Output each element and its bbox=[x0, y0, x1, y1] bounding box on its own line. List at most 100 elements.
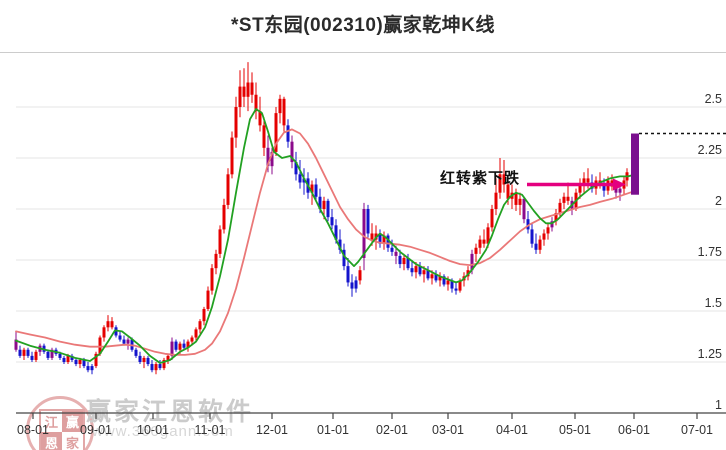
stamp-char: 江 bbox=[44, 415, 58, 430]
candle-body bbox=[142, 357, 146, 362]
candle-body bbox=[138, 355, 142, 362]
candle-body bbox=[294, 162, 298, 175]
candle-body bbox=[246, 82, 250, 97]
candle-body bbox=[322, 200, 326, 209]
candle-body bbox=[302, 178, 306, 183]
candle-body bbox=[18, 349, 22, 356]
candle-body bbox=[362, 209, 366, 258]
candle-body bbox=[366, 209, 370, 234]
candle-body bbox=[146, 357, 150, 365]
x-axis-label: 09-01 bbox=[80, 423, 112, 437]
candle-body bbox=[446, 280, 450, 285]
candle-body bbox=[226, 174, 230, 205]
candle-body bbox=[22, 349, 26, 356]
candle-body bbox=[390, 247, 394, 252]
candle-body bbox=[230, 137, 234, 175]
candle-body bbox=[86, 366, 90, 371]
candle-body bbox=[458, 280, 462, 291]
candle-body bbox=[370, 233, 374, 240]
x-axis-label: 06-01 bbox=[618, 423, 650, 437]
candles-layer bbox=[14, 62, 629, 375]
candle-body bbox=[26, 349, 30, 356]
candle-body bbox=[134, 349, 138, 356]
gridlines-layer bbox=[16, 106, 726, 363]
x-axis-label: 01-01 bbox=[317, 423, 349, 437]
candle-body bbox=[318, 196, 322, 209]
x-axis-label: 10-01 bbox=[137, 423, 169, 437]
candle-body bbox=[50, 349, 54, 358]
candle-body bbox=[342, 249, 346, 267]
x-axis-label: 08-01 bbox=[17, 423, 49, 437]
candle-body bbox=[406, 257, 410, 269]
candle-body bbox=[258, 111, 262, 126]
y-axis-label: 2.5 bbox=[705, 92, 722, 106]
candle-body bbox=[434, 274, 438, 281]
candle-body bbox=[266, 147, 270, 167]
candle-body bbox=[518, 198, 522, 205]
candle-body bbox=[498, 174, 502, 193]
candle-body bbox=[530, 229, 534, 244]
candle-body bbox=[102, 327, 106, 338]
candle-body bbox=[210, 268, 214, 291]
candle-body bbox=[82, 359, 86, 367]
candle-body bbox=[422, 270, 426, 275]
candle-body bbox=[194, 329, 198, 338]
stamp-char: 赢 bbox=[62, 411, 83, 432]
candle-body bbox=[382, 235, 386, 244]
candle-body bbox=[346, 266, 350, 283]
candle-body bbox=[534, 243, 538, 250]
candle-body bbox=[298, 174, 302, 183]
candle-body bbox=[330, 217, 334, 226]
watermark-brand: 赢家江恩软件 bbox=[86, 398, 255, 426]
x-axis-label: 07-01 bbox=[681, 423, 713, 437]
candle-body bbox=[394, 251, 398, 256]
candle-body bbox=[58, 353, 62, 358]
candle-body bbox=[238, 86, 242, 107]
candle-body bbox=[78, 359, 82, 365]
y-axis-label: 1.75 bbox=[698, 245, 722, 259]
candle-body bbox=[214, 253, 218, 269]
candle-body bbox=[398, 255, 402, 265]
candle-body bbox=[494, 192, 498, 209]
ma-slow-line bbox=[15, 128, 637, 356]
candle-body bbox=[106, 321, 110, 328]
candle-body bbox=[618, 188, 622, 193]
candle-body bbox=[270, 151, 274, 167]
candle-body bbox=[514, 192, 518, 205]
breakout-candle bbox=[631, 133, 639, 195]
x-axis-label: 02-01 bbox=[376, 423, 408, 437]
candle-body bbox=[602, 184, 606, 191]
candle-body bbox=[522, 198, 526, 220]
candle-body bbox=[250, 82, 254, 95]
candle-body bbox=[314, 184, 318, 197]
watermark-stamp-icon: 江 赢 恩 家 bbox=[26, 396, 94, 450]
candle-body bbox=[122, 339, 126, 344]
candle-body bbox=[166, 355, 170, 360]
candle-body bbox=[582, 178, 586, 185]
candle-body bbox=[402, 257, 406, 265]
y-axis-label: 1.5 bbox=[705, 296, 722, 310]
candle-body bbox=[66, 355, 70, 362]
candle-body bbox=[470, 253, 474, 271]
candle-body bbox=[174, 341, 178, 350]
candle-body bbox=[410, 268, 414, 273]
candle-body bbox=[586, 178, 590, 183]
candle-body bbox=[34, 351, 38, 360]
candle-body bbox=[118, 335, 122, 340]
y-axis-label: 1 bbox=[715, 398, 722, 412]
candle-body bbox=[206, 290, 210, 309]
candle-body bbox=[62, 357, 66, 362]
candle-body bbox=[186, 341, 190, 348]
candle-body bbox=[502, 174, 506, 185]
candle-body bbox=[190, 337, 194, 342]
candle-body bbox=[442, 276, 446, 285]
candle-body bbox=[110, 321, 114, 328]
axes-layer: 08-01 09-01 10-01 11-01 12-01 01-01 02-01 03-01… bbox=[16, 92, 726, 437]
candle-body bbox=[158, 364, 162, 369]
candle-body bbox=[274, 113, 278, 152]
candle-body bbox=[526, 219, 530, 230]
candle-body bbox=[454, 288, 458, 291]
stamp-char: 家 bbox=[65, 436, 79, 450]
signal-arrow-head bbox=[613, 178, 626, 191]
